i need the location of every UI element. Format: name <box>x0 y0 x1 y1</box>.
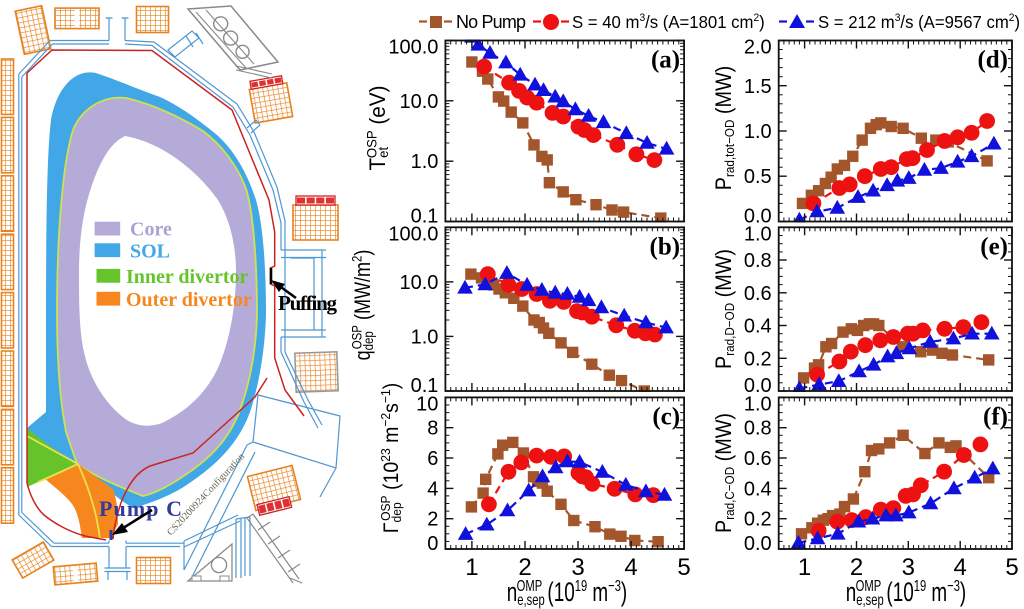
svg-text:Prad,D−OD​ (MW): Prad,D−OD​ (MW) <box>712 249 737 369</box>
svg-text:10: 10 <box>416 394 438 416</box>
svg-text:(a): (a) <box>651 47 680 74</box>
svg-text:1.0: 1.0 <box>411 326 439 348</box>
svg-text:0.6: 0.6 <box>744 283 772 305</box>
svg-text:0: 0 <box>427 533 438 555</box>
svg-text:0.6: 0.6 <box>744 448 772 470</box>
svg-text:100.0: 100.0 <box>388 224 438 246</box>
svg-text:1: 1 <box>798 554 811 581</box>
svg-text:Outer divertor: Outer divertor <box>126 289 252 311</box>
svg-text:5: 5 <box>677 554 690 581</box>
svg-text:Core: Core <box>130 219 172 241</box>
svg-text:10.0: 10.0 <box>399 272 438 294</box>
svg-text:10.0: 10.0 <box>399 91 438 113</box>
svg-text:1.0: 1.0 <box>744 394 772 416</box>
svg-text:0.5: 0.5 <box>744 166 772 188</box>
svg-text:SOL: SOL <box>130 240 170 262</box>
svg-text:S = 40 m3/s (A=1801 cm2): S = 40 m3/s (A=1801 cm2) <box>572 11 765 32</box>
svg-text:(e): (e) <box>980 233 1008 260</box>
svg-text:Puffing: Puffing <box>278 291 338 315</box>
svg-text:0.8: 0.8 <box>744 418 772 440</box>
svg-text:0.8: 0.8 <box>744 250 772 272</box>
svg-text:ne,sepOMP​ (1019​ m−3​): ne,sepOMP​ (1019​ m−3​) <box>507 576 627 609</box>
svg-text:2.0: 2.0 <box>744 37 772 59</box>
svg-text:8: 8 <box>427 418 438 440</box>
svg-text:0.1: 0.1 <box>411 375 439 397</box>
svg-text:1.0: 1.0 <box>744 224 772 246</box>
svg-text:(f): (f) <box>983 403 1008 430</box>
svg-text:Inner divertor: Inner divertor <box>126 266 249 288</box>
svg-text:ne,sepOMP​ (1019​ m−3​): ne,sepOMP​ (1019​ m−3​) <box>846 576 966 609</box>
svg-text:3: 3 <box>571 554 584 581</box>
svg-text:1: 1 <box>465 554 478 581</box>
svg-text:2: 2 <box>427 509 438 531</box>
svg-text:0.0: 0.0 <box>744 533 772 555</box>
svg-text:(d): (d) <box>977 47 1008 74</box>
svg-text:qdepOSP​ (MW/m2​): qdepOSP​ (MW/m2​) <box>349 250 377 361</box>
svg-text:2: 2 <box>850 554 863 581</box>
svg-text:4: 4 <box>954 554 967 581</box>
svg-text:100.0: 100.0 <box>388 37 438 59</box>
svg-text:Prad,C−OD​ (MW): Prad,C−OD​ (MW) <box>712 413 737 533</box>
svg-text:4: 4 <box>427 478 438 500</box>
svg-text:1.0: 1.0 <box>744 121 772 143</box>
svg-text:S = 212 m3/s (A=9567 cm2): S = 212 m3/s (A=9567 cm2) <box>818 11 1020 32</box>
svg-text:5: 5 <box>1005 554 1018 581</box>
svg-text:Prad,tot−OD​ (MW): Prad,tot−OD​ (MW) <box>712 66 737 191</box>
svg-text:(c): (c) <box>652 403 680 430</box>
svg-text:2: 2 <box>518 554 531 581</box>
svg-text:0.2: 0.2 <box>744 509 772 531</box>
svg-text:TetOSP​ (eV): TetOSP​ (eV) <box>364 86 391 171</box>
svg-text:0.1: 0.1 <box>411 205 439 227</box>
svg-text:4: 4 <box>624 554 637 581</box>
svg-text:6: 6 <box>427 448 438 470</box>
svg-text:3: 3 <box>902 554 915 581</box>
svg-text:(b): (b) <box>650 233 681 260</box>
svg-text:0.0: 0.0 <box>744 205 772 227</box>
svg-text:0.4: 0.4 <box>744 478 772 500</box>
svg-text:0.4: 0.4 <box>744 316 772 338</box>
svg-text:0.0: 0.0 <box>744 375 772 397</box>
svg-text:1.5: 1.5 <box>744 76 772 98</box>
svg-text:0.2: 0.2 <box>744 348 772 370</box>
svg-text:1.0: 1.0 <box>411 151 439 173</box>
svg-text:No Pump: No Pump <box>456 12 526 32</box>
svg-text:ΓdepOSP​ (1023​ m−2​s−1​): ΓdepOSP​ (1023​ m−2​s−1​) <box>379 383 404 533</box>
